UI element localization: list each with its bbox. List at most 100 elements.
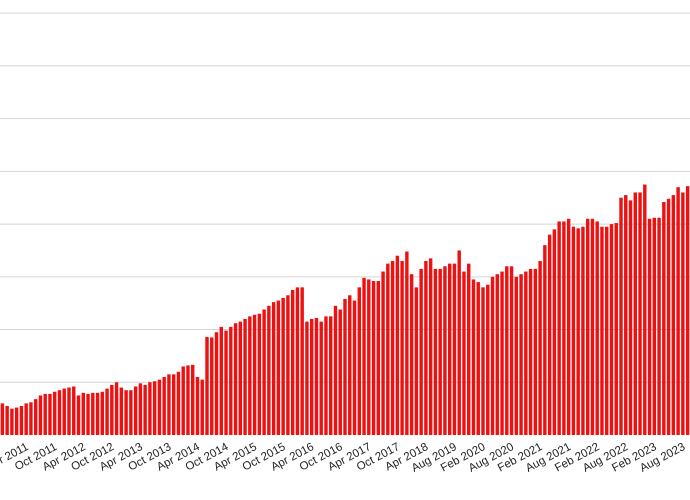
bar	[362, 277, 366, 435]
bar	[566, 218, 571, 435]
bar	[229, 326, 233, 435]
bar	[371, 281, 376, 435]
bar	[38, 395, 43, 435]
bar	[447, 263, 452, 435]
bar	[676, 187, 680, 435]
bar	[191, 364, 195, 435]
bar	[14, 407, 19, 435]
bar	[533, 268, 538, 435]
bar	[681, 192, 685, 435]
bar	[666, 198, 671, 435]
bar	[338, 309, 342, 435]
bar	[100, 391, 105, 435]
bar	[414, 287, 419, 435]
bar	[214, 332, 219, 435]
bar	[481, 287, 485, 435]
bar	[243, 319, 247, 435]
bar	[638, 192, 642, 435]
bar	[262, 309, 266, 435]
bar	[395, 255, 400, 435]
bar	[424, 261, 428, 435]
bar	[162, 377, 166, 435]
bar	[605, 226, 609, 435]
bar	[195, 377, 200, 435]
bar	[685, 186, 690, 435]
bar	[614, 223, 618, 435]
bar	[643, 184, 647, 435]
bar	[295, 287, 300, 435]
bar	[200, 379, 204, 435]
bar	[562, 221, 566, 435]
bar	[276, 300, 281, 435]
bar	[438, 268, 442, 435]
bar	[662, 201, 666, 435]
bar	[281, 297, 285, 435]
bar	[633, 192, 637, 435]
bar	[628, 200, 633, 435]
bar	[0, 403, 5, 435]
bar	[171, 374, 176, 435]
bar	[324, 316, 328, 435]
bar	[271, 302, 276, 435]
bar	[390, 261, 395, 435]
bar	[524, 271, 528, 435]
bar	[576, 228, 580, 435]
bar	[352, 300, 357, 435]
bar	[19, 406, 24, 435]
bar	[205, 336, 209, 435]
bar	[452, 263, 457, 435]
bar	[343, 298, 347, 435]
bar	[5, 406, 9, 435]
bar	[10, 408, 14, 435]
bar	[186, 365, 190, 435]
bar	[257, 313, 262, 435]
bar	[624, 195, 628, 435]
bar	[333, 305, 338, 435]
bar	[305, 321, 309, 435]
bar	[81, 392, 85, 435]
bar	[167, 374, 171, 435]
bar	[314, 317, 319, 435]
bar	[91, 392, 95, 435]
bar	[595, 221, 599, 435]
bar	[181, 366, 185, 435]
bar	[590, 218, 595, 435]
bar	[528, 268, 533, 435]
bar	[357, 287, 361, 435]
bar	[538, 261, 542, 435]
bar	[129, 390, 133, 435]
bar	[505, 266, 509, 435]
bar	[476, 282, 480, 435]
bar	[657, 217, 661, 435]
bar	[647, 218, 652, 435]
bar	[210, 337, 214, 435]
bar	[267, 305, 271, 435]
bar	[419, 268, 423, 435]
bar	[290, 290, 295, 435]
bar	[53, 391, 57, 435]
bar	[543, 245, 547, 435]
bar	[381, 271, 385, 435]
bar	[519, 274, 523, 435]
bar	[238, 321, 243, 435]
bar	[585, 218, 590, 435]
bar	[248, 316, 252, 435]
bar	[367, 279, 371, 435]
bar	[219, 326, 223, 435]
bar	[24, 403, 28, 435]
bar	[652, 217, 657, 435]
bar	[57, 390, 62, 435]
bar	[490, 276, 495, 435]
bar	[72, 386, 76, 435]
bar	[143, 384, 147, 435]
bar	[176, 371, 181, 435]
bar	[671, 195, 676, 435]
bar	[547, 234, 552, 435]
bar	[609, 224, 614, 435]
bar	[409, 274, 414, 435]
bar	[157, 379, 162, 435]
bar	[43, 393, 47, 435]
bar	[600, 226, 604, 435]
bar	[309, 319, 314, 435]
